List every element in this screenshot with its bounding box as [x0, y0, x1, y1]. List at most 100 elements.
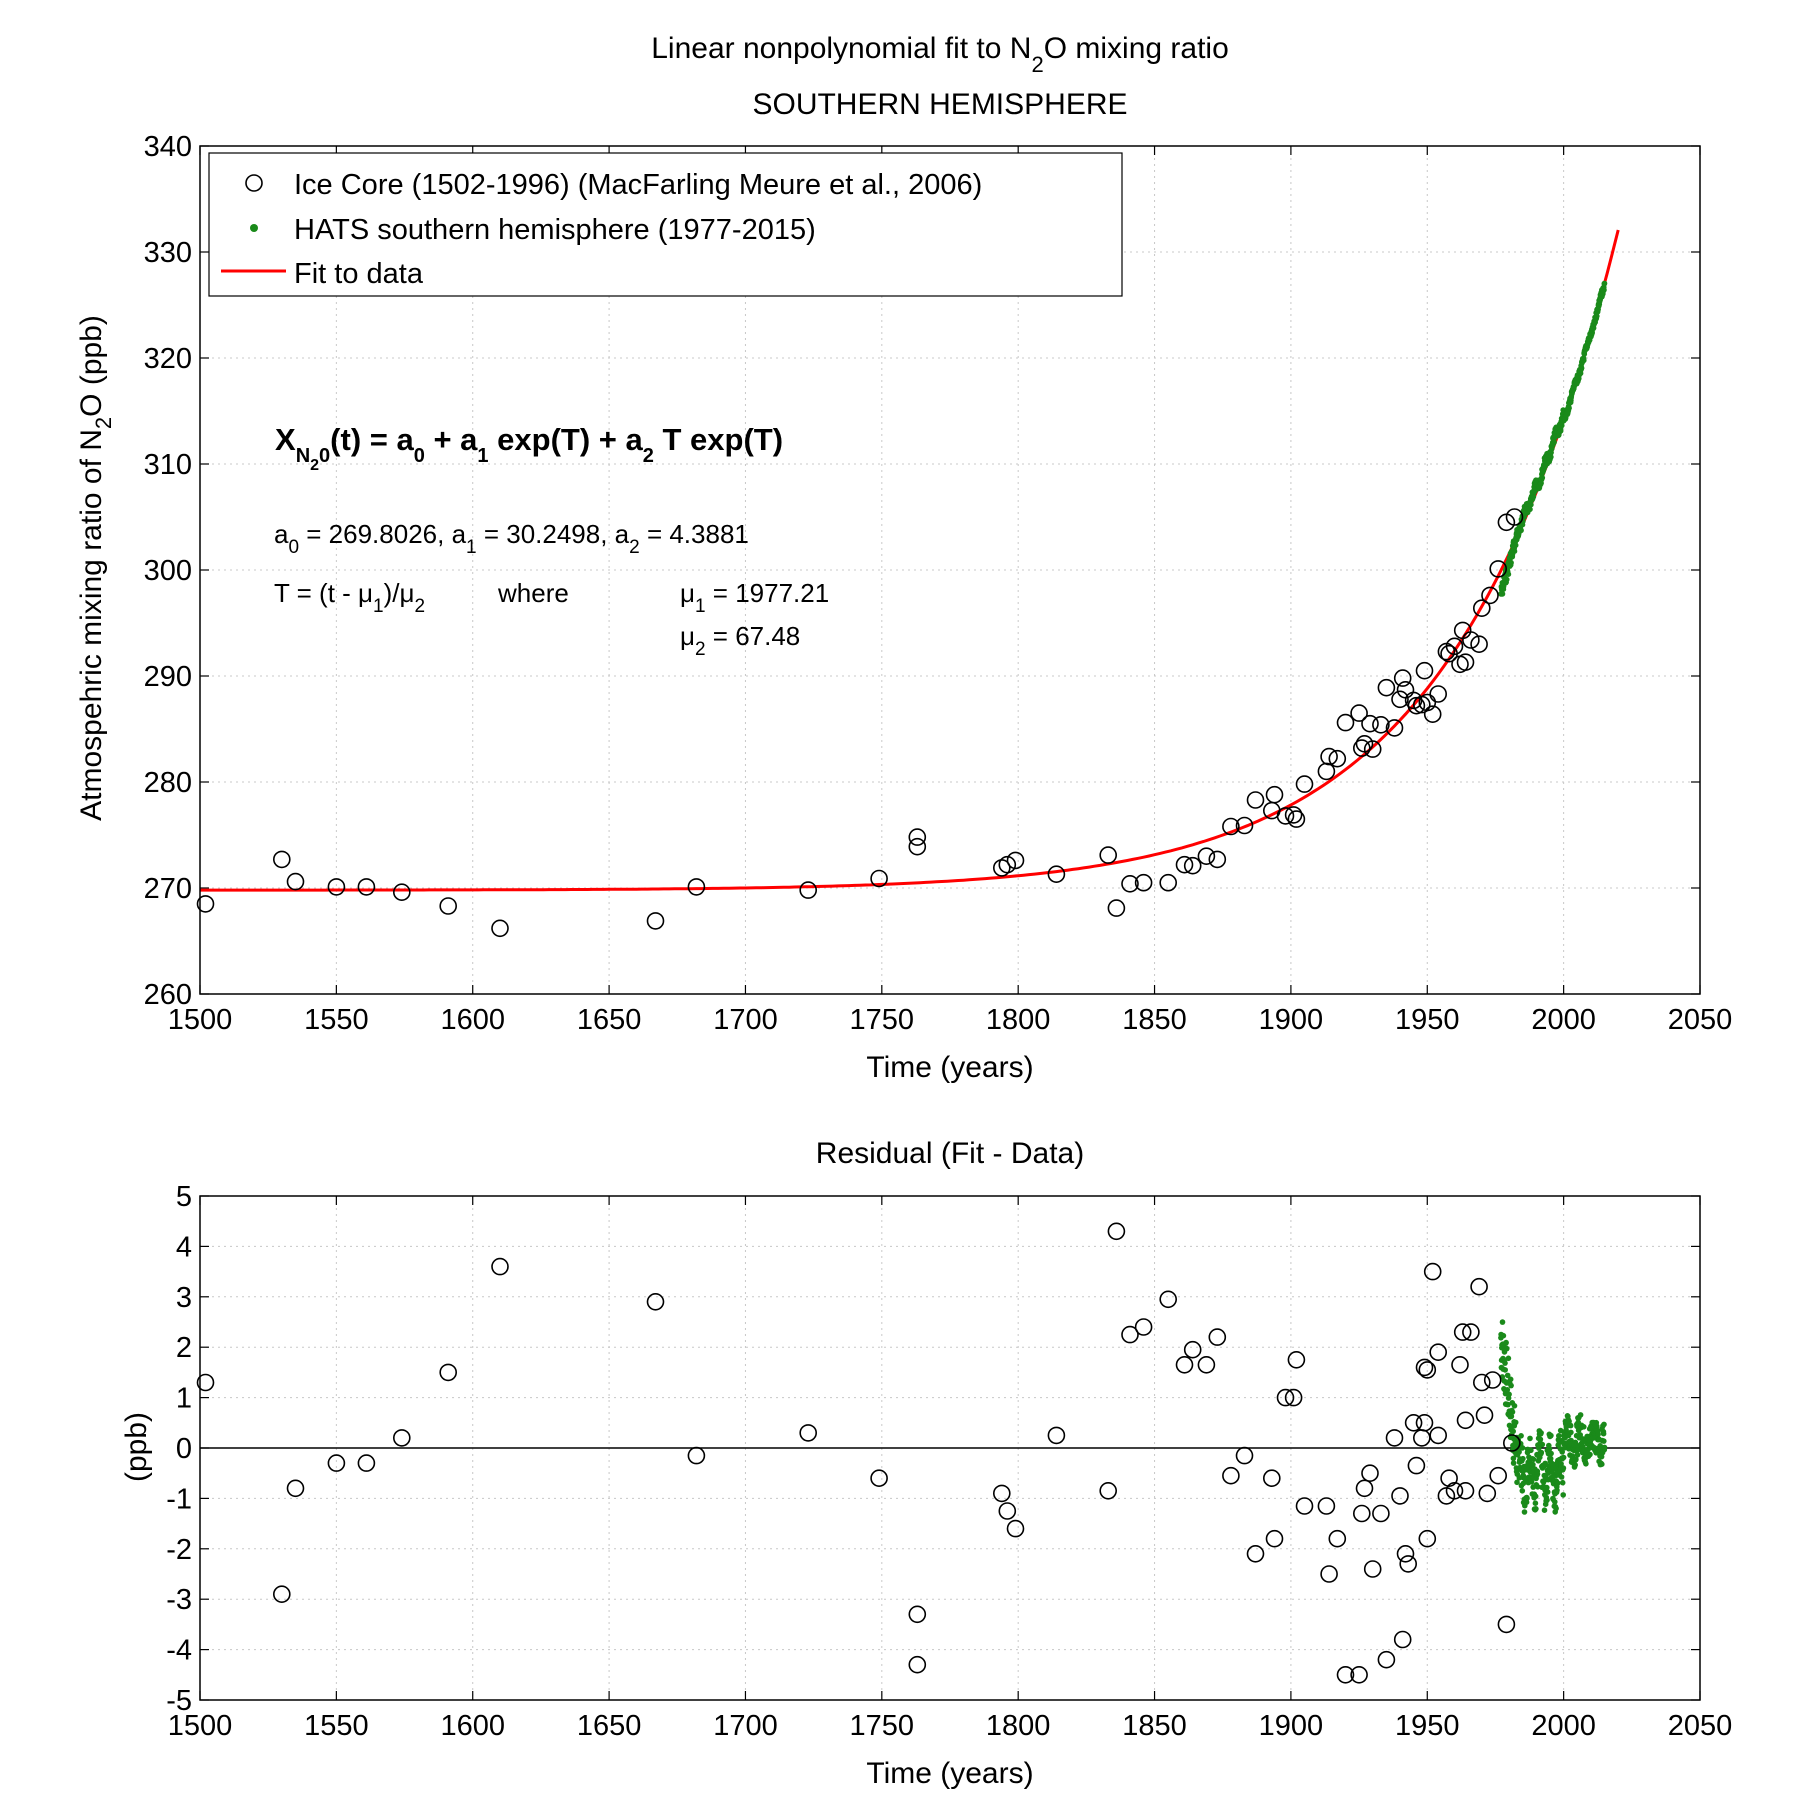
ice-core-point: [327, 878, 346, 896]
residual-ice-core-point: [1006, 1519, 1025, 1538]
residual-hats-point: [1567, 1422, 1574, 1429]
residual-hats-point: [1560, 1465, 1567, 1471]
residual-hats-point: [1568, 1429, 1574, 1436]
ice-core-point: [286, 872, 305, 891]
residual-ice-core-point: [1159, 1290, 1177, 1309]
residual-hats-point: [1503, 1339, 1509, 1346]
residual-hats-point: [1508, 1382, 1514, 1389]
y-tick-label: 270: [144, 873, 192, 905]
residual-hats-point: [1583, 1461, 1589, 1467]
residual-ice-core-point: [799, 1424, 818, 1442]
ice-core-point: [272, 850, 291, 869]
ice-core-point: [1377, 678, 1396, 697]
residual-ice-core-point: [908, 1605, 927, 1624]
residual-ice-core-point: [687, 1446, 706, 1465]
y-tick-label: -3: [166, 1584, 192, 1616]
x-tick-label: 1750: [850, 1004, 915, 1036]
ice-core-point: [646, 912, 665, 930]
ice-core-point: [1393, 669, 1412, 687]
ice-core-point: [1183, 856, 1202, 875]
residual-ice-core-point: [439, 1363, 458, 1382]
x-tick-label: 1550: [304, 1710, 369, 1742]
ice-core-point: [1121, 874, 1139, 893]
residual-hats-points: [1498, 1319, 1608, 1515]
residual-ice-core-point: [1503, 1434, 1521, 1452]
residual-ice-core-point: [286, 1479, 305, 1498]
residual-ice-core-point: [1423, 1262, 1442, 1281]
ice-core-point: [1350, 704, 1368, 722]
residual-hats-point: [1566, 1418, 1572, 1425]
residual-hats-point: [1509, 1409, 1516, 1415]
residual-hats-point: [1560, 1492, 1566, 1498]
residual-hats-point: [1572, 1462, 1578, 1468]
residual-hats-point: [1512, 1419, 1519, 1426]
ice-core-point: [1295, 775, 1314, 793]
residual-hats-point: [1508, 1413, 1515, 1420]
ice-core-point: [491, 919, 509, 938]
residual-hats-point: [1553, 1505, 1559, 1512]
hats-point: [1528, 501, 1534, 508]
main-frame: [199, 145, 1701, 995]
residual-ice-core-point: [1475, 1406, 1494, 1424]
hats-point: [1512, 542, 1519, 548]
residual-hats-point: [1559, 1449, 1565, 1455]
legend-ice-marker: [245, 174, 263, 192]
residual-hats-point: [1544, 1489, 1551, 1495]
residual-hats-point: [1548, 1432, 1554, 1439]
main-x-label: Time (years): [866, 1051, 1033, 1084]
residual-ice-core-point: [1418, 1529, 1437, 1548]
ice-core-point: [1489, 560, 1507, 578]
x-tick-label: 1600: [440, 1710, 505, 1742]
figure-title-line-2: SOUTHERN HEMISPHERE: [752, 88, 1127, 121]
ice-core-points: [196, 508, 1524, 938]
residual-hats-point: [1554, 1487, 1560, 1494]
residual-ice-core-point: [1473, 1373, 1491, 1392]
residual-y-label: (ppb): [120, 1412, 153, 1482]
residual-hats-point: [1527, 1435, 1533, 1442]
residual-plot: Residual (Fit - Data) 1500 1550 1600 1650 17…: [120, 1137, 1732, 1790]
main-x-ticks: 1500 1550 1600 1650 1700 1750 1800 1850 1900 1950…: [168, 146, 1732, 1036]
residual-ice-core-point: [1295, 1497, 1314, 1515]
residual-ice-core-point: [992, 1484, 1011, 1503]
x-tick-label: 1950: [1395, 1710, 1460, 1742]
residual-ice-core-point: [998, 1502, 1017, 1520]
residual-ice-core-point: [1363, 1560, 1382, 1578]
ice-core-point: [1099, 846, 1117, 864]
residual-hats-point: [1574, 1452, 1581, 1458]
y-tick-label: 3: [176, 1282, 192, 1314]
residual-hats-point: [1510, 1460, 1517, 1466]
hats-point: [1505, 571, 1512, 577]
residual-ice-core-point: [1284, 1388, 1303, 1407]
ice-core-point: [799, 881, 818, 899]
y-tick-label: -5: [166, 1685, 192, 1717]
residual-ice-core-point: [1489, 1466, 1507, 1485]
residual-hats-point: [1547, 1455, 1554, 1462]
residual-hats-point: [1539, 1441, 1546, 1448]
residual-hats-point: [1524, 1495, 1530, 1502]
y-tick-label: 310: [144, 449, 192, 481]
residual-ice-core-point: [908, 1655, 927, 1674]
mu2-value: μ2 = 67.48: [680, 621, 800, 660]
residual-hats-point: [1519, 1488, 1526, 1494]
ice-core-point: [1047, 865, 1066, 884]
ice-core-point: [1197, 847, 1216, 866]
residual-ice-core-point: [1483, 1371, 1502, 1389]
residual-hats-point: [1560, 1454, 1567, 1461]
x-tick-label: 1850: [1122, 1710, 1187, 1742]
y-tick-label: 5: [176, 1181, 192, 1213]
residual-ice-core-point: [1415, 1358, 1434, 1377]
hats-point: [1548, 454, 1554, 460]
hats-point: [1557, 428, 1564, 434]
ice-core-point: [1481, 586, 1499, 605]
residual-ice-core-point: [1183, 1340, 1202, 1359]
legend-fit-label: Fit to data: [294, 258, 424, 290]
residual-hats-point: [1505, 1355, 1512, 1362]
hats-point: [1566, 405, 1572, 411]
residual-ice-core-point: [1462, 1323, 1480, 1341]
x-tick-label: 1900: [1259, 1004, 1324, 1036]
legend-hats-marker: [250, 224, 258, 232]
hats-point: [1539, 475, 1546, 481]
residual-ice-core-point: [1197, 1356, 1216, 1374]
ice-core-point: [908, 837, 927, 856]
x-tick-label: 1550: [304, 1004, 369, 1036]
